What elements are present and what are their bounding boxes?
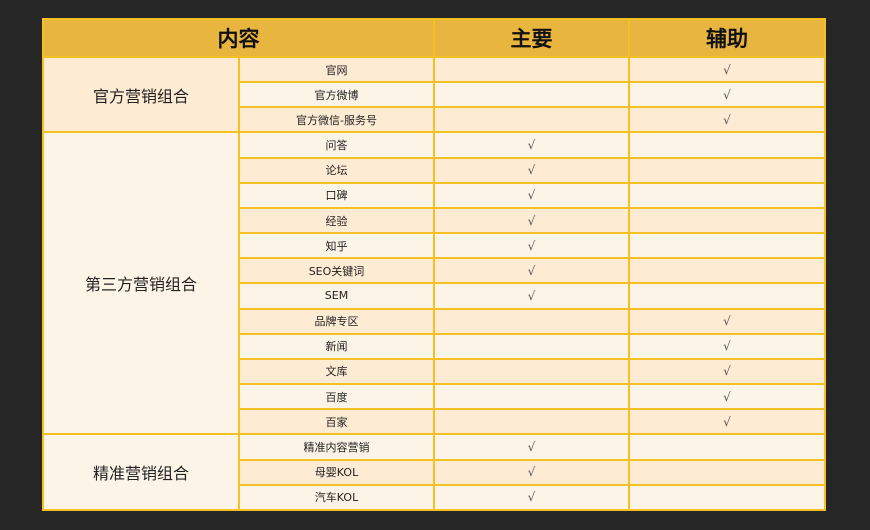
primary-cell: [433, 55, 630, 84]
table-row: 文库 √: [43, 357, 826, 386]
check-mark-icon: √: [723, 339, 731, 354]
table-row: 口碑 √: [43, 181, 826, 209]
header-content: 内容: [42, 18, 435, 58]
check-mark-icon: √: [527, 188, 536, 203]
check-mark-icon: √: [723, 314, 731, 329]
auxiliary-cell: √: [628, 332, 826, 360]
auxiliary-cell: √: [628, 106, 826, 134]
item-label: 汽车KOL: [238, 483, 435, 512]
auxiliary-cell: [628, 206, 826, 235]
marketing-mix-table: 内容 主要 辅助 官方营销组合 官网 √ 官方微博 √ 官方微信-服务号 √ 第三方营销组合问…: [42, 18, 826, 512]
item-label: 经验: [238, 206, 435, 235]
table-row: 百家 √: [43, 408, 826, 436]
item-label: 文库: [238, 357, 435, 386]
check-mark-icon: √: [527, 238, 536, 253]
item-label: 百度: [238, 383, 435, 411]
auxiliary-cell: √: [628, 55, 826, 84]
item-label: 口碑: [238, 181, 435, 209]
group-name: 官方营销组合: [42, 55, 240, 134]
primary-cell: √: [433, 257, 630, 285]
table-row: 官方营销组合 官网 √: [42, 55, 826, 134]
check-mark-icon: √: [723, 112, 731, 127]
check-mark-icon: √: [723, 414, 731, 429]
item-label: 官方微博: [238, 81, 435, 109]
table-row: SEM √: [43, 282, 826, 310]
check-mark-icon: √: [527, 213, 536, 228]
auxiliary-cell: √: [628, 408, 826, 436]
check-mark-icon: √: [527, 490, 536, 505]
header-auxiliary: 辅助: [628, 18, 826, 58]
check-mark-icon: √: [527, 163, 536, 178]
check-mark-icon: √: [723, 389, 731, 404]
item-label: 问答: [238, 131, 435, 159]
auxiliary-cell: [628, 156, 826, 184]
primary-cell: √: [433, 483, 630, 512]
primary-cell: [433, 383, 630, 411]
primary-cell: √: [433, 206, 630, 235]
auxiliary-cell: √: [628, 307, 826, 335]
table-row: 母婴KOL √: [43, 458, 826, 486]
check-mark-icon: √: [527, 138, 536, 153]
auxiliary-cell: √: [628, 383, 826, 411]
check-mark-icon: √: [527, 465, 536, 480]
table-row: 精准营销组合 精准内容营销 √: [42, 433, 826, 511]
primary-cell: √: [433, 282, 630, 310]
primary-cell: √: [433, 433, 630, 461]
primary-cell: [433, 408, 630, 436]
primary-cell: √: [433, 156, 630, 184]
auxiliary-cell: [628, 282, 826, 310]
table-row: SEO关键词 √: [43, 257, 826, 285]
table-row: 知乎 √: [43, 232, 826, 260]
primary-cell: [433, 81, 630, 109]
table-row: 新闻 √: [43, 332, 826, 360]
table-row: 品牌专区 √: [43, 307, 826, 335]
auxiliary-cell: [628, 181, 826, 209]
table-row: 官方微信-服务号 √: [43, 106, 826, 134]
group-name: 精准营销组合: [42, 433, 240, 511]
item-label: SEM: [238, 282, 435, 310]
group-name: 第三方营销组合: [42, 131, 240, 436]
primary-cell: [433, 106, 630, 134]
item-label: 精准内容营销: [238, 433, 435, 461]
primary-cell: [433, 332, 630, 360]
auxiliary-cell: [628, 257, 826, 285]
header-primary: 主要: [433, 18, 630, 58]
table-row: 百度 √: [43, 383, 826, 411]
auxiliary-cell: [628, 433, 826, 461]
auxiliary-cell: [628, 232, 826, 260]
auxiliary-cell: √: [628, 357, 826, 386]
table-row: 汽车KOL √: [43, 483, 826, 512]
primary-cell: [433, 307, 630, 335]
primary-cell: √: [433, 458, 630, 486]
item-label: 百家: [238, 408, 435, 436]
check-mark-icon: √: [723, 364, 731, 379]
item-label: 新闻: [238, 332, 435, 360]
primary-cell: √: [433, 131, 630, 159]
check-mark-icon: √: [723, 87, 731, 102]
item-label: SEO关键词: [238, 257, 435, 285]
check-mark-icon: √: [527, 288, 536, 303]
item-label: 母婴KOL: [238, 458, 435, 486]
table-row: 经验 √: [43, 206, 826, 235]
check-mark-icon: √: [527, 263, 536, 278]
item-label: 论坛: [238, 156, 435, 184]
primary-cell: √: [433, 181, 630, 209]
item-label: 品牌专区: [238, 307, 435, 335]
item-label: 官方微信-服务号: [238, 106, 435, 134]
header-row: 内容 主要 辅助: [42, 18, 826, 58]
item-label: 官网: [238, 55, 435, 84]
primary-cell: √: [433, 232, 630, 260]
table-row: 官方微博 √: [43, 81, 826, 109]
check-mark-icon: √: [527, 439, 536, 454]
table-row: 论坛 √: [43, 156, 826, 184]
check-mark-icon: √: [723, 62, 731, 77]
table-row: 第三方营销组合 问答 √: [42, 131, 826, 436]
auxiliary-cell: [628, 458, 826, 486]
primary-cell: [433, 357, 630, 386]
auxiliary-cell: [628, 131, 826, 159]
item-label: 知乎: [238, 232, 435, 260]
auxiliary-cell: √: [628, 81, 826, 109]
auxiliary-cell: [628, 483, 826, 512]
